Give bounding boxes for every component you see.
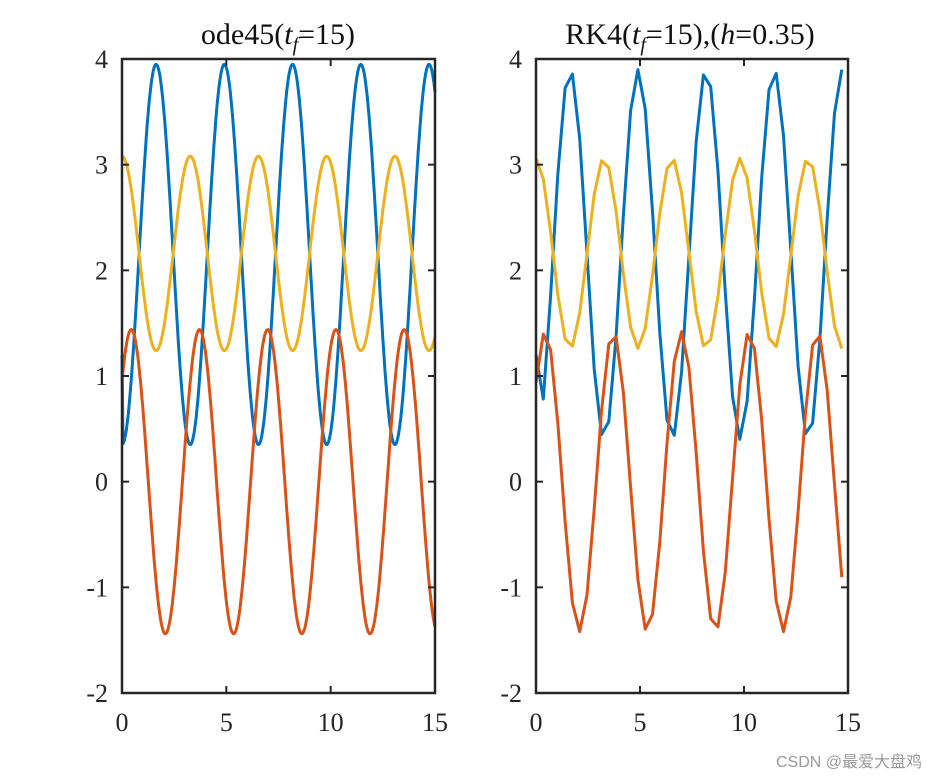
x-tick-label: 0 (530, 708, 543, 737)
series-line-2 (121, 154, 437, 353)
y-tick-label: -1 (500, 573, 522, 602)
y-tick-label: 1 (95, 362, 108, 391)
chart-title: ode45(tf=15) (201, 18, 355, 56)
series-line-1 (120, 328, 437, 636)
axes-box (120, 57, 437, 695)
x-tick-label: 15 (422, 708, 448, 737)
y-tick-label: 3 (509, 151, 522, 180)
series-line-2 (534, 156, 844, 350)
x-tick-label: 10 (318, 708, 344, 737)
x-tick-label: 15 (835, 708, 861, 737)
y-tick-label: -2 (500, 679, 522, 708)
y-tick-label: -1 (86, 573, 108, 602)
y-tick-label: 0 (509, 468, 522, 497)
axes-box (534, 57, 850, 695)
y-tick-label: 4 (95, 45, 108, 74)
y-tick-label: 3 (95, 151, 108, 180)
series-line-1 (534, 330, 844, 634)
y-tick-label: 2 (95, 256, 108, 285)
y-tick-label: 4 (509, 45, 522, 74)
y-tick-label: 1 (509, 362, 522, 391)
watermark: CSDN @最爱大盘鸡 (775, 754, 922, 771)
x-tick-label: 10 (731, 708, 757, 737)
x-tick-label: 5 (220, 708, 233, 737)
x-tick-label: 5 (634, 708, 647, 737)
y-tick-label: -2 (86, 679, 108, 708)
subplot-left: -2 -1 0 1 2 3 4 0 5 10 15 ode45(tf=15) (86, 18, 448, 737)
series-line-0 (120, 62, 437, 447)
x-tick-label: 0 (116, 708, 129, 737)
y-tick-label: 0 (95, 468, 108, 497)
chart-title: RK4(tf=15),(h=0.35) (565, 18, 814, 56)
y-tick-label: 2 (509, 256, 522, 285)
subplot-right: -2 -1 0 1 2 3 4 0 5 10 15 RK4(tf=15),(h=0.35) (500, 18, 861, 737)
